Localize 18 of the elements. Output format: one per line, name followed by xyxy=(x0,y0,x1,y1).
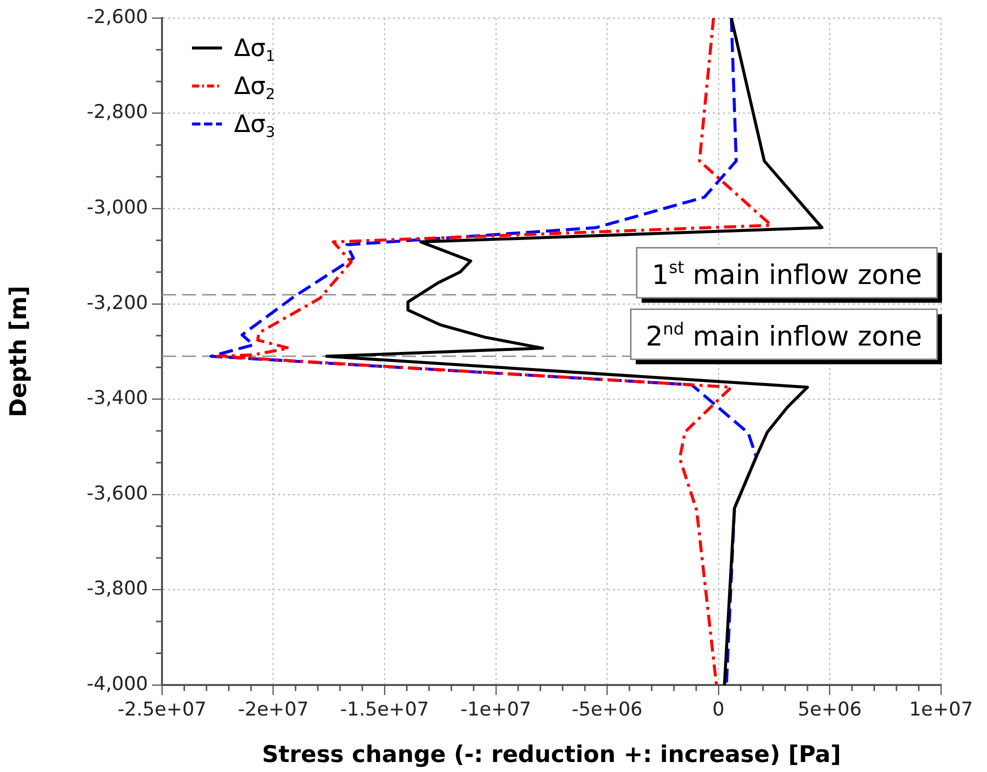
x-tick-label: -2e+07 xyxy=(238,698,309,720)
y-tick-label: -3,200 xyxy=(86,292,148,314)
y-tick-label: -3,000 xyxy=(86,196,148,219)
x-tick-label: -1.5e+07 xyxy=(340,698,429,720)
y-tick-label: -2,600 xyxy=(86,6,148,28)
y-tick-label: -4,000 xyxy=(86,672,148,695)
y-tick-label: -3,600 xyxy=(86,482,148,504)
x-tick-label: -2.5e+07 xyxy=(118,698,206,720)
x-tick-label: 1e+07 xyxy=(909,698,973,720)
y-tick-label: -3,800 xyxy=(86,578,148,600)
y-tick-label: -2,800 xyxy=(86,101,148,124)
y-axis-title: Depth [m] xyxy=(6,286,32,418)
x-tick-label: -1e+07 xyxy=(460,698,532,720)
x-tick-label: -5e+06 xyxy=(572,698,643,720)
x-axis-title: Stress change (-: reduction +: increase) [Pa] xyxy=(262,742,842,768)
y-tick-label: -3,400 xyxy=(86,387,148,410)
x-tick-label: 5e+06 xyxy=(798,698,862,720)
x-tick-label: 0 xyxy=(712,698,724,720)
